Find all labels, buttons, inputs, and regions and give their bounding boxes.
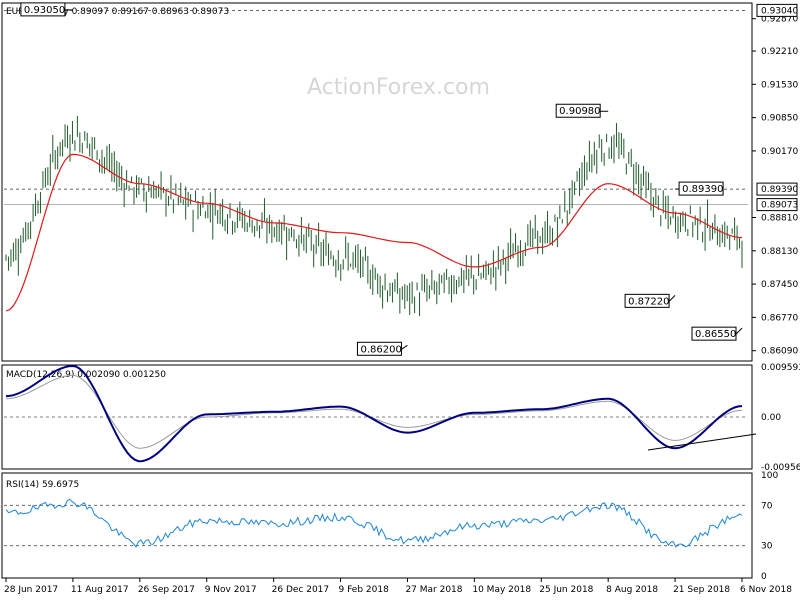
callout-label: 0.86550: [695, 329, 736, 340]
callout-label: 0.90980: [559, 106, 600, 117]
rsi-series: [5, 498, 743, 548]
rsi-axis-tick-label: 100: [761, 471, 778, 481]
watermark: ActionForex.com: [307, 75, 490, 100]
callout-box: [691, 326, 737, 341]
x-axis-tick-label: 11 Aug 2017: [71, 585, 129, 595]
price-label-resistance: 0.89390: [756, 182, 798, 196]
callout-label: 0.89390: [682, 184, 723, 195]
price-label-box: [756, 198, 798, 212]
callout-box: [555, 103, 601, 118]
price-label-text: 0.89073: [761, 201, 798, 211]
price-axis-tick-label: 0.90850: [761, 114, 798, 124]
rsi-line: [5, 498, 743, 548]
moving-average-line: [5, 153, 743, 312]
price-callout: 0.89390: [675, 181, 724, 196]
price-callouts: 0.93050 0.86200 0.90980 0.89390 0.87220 0.865…: [20, 2, 743, 356]
price-axis-tick-label: 0.88130: [761, 247, 798, 257]
price-callout: 0.93050: [20, 2, 73, 17]
callout-leader: [401, 344, 408, 350]
price-label-current: 0.89073: [756, 198, 798, 212]
price-label-text: 0.93040: [761, 6, 798, 16]
x-axis-tick-label: 9 Nov 2017: [205, 585, 257, 595]
rsi-axis-tick-label: 30: [761, 542, 773, 552]
price-axis-tick-label: 0.90170: [761, 147, 798, 157]
macd-axis-tick-label: 0.00: [761, 413, 781, 423]
price-axis-tick-label: 0.87450: [761, 280, 798, 290]
price-label-text: 0.89390: [761, 185, 798, 195]
callout-box: [678, 181, 724, 196]
callout-leader: [668, 294, 676, 302]
x-axis-tick-label: 26 Sep 2017: [138, 585, 195, 595]
price-label-box: [756, 3, 798, 17]
moving-average-series: [5, 153, 743, 312]
callout-label: 0.86200: [360, 344, 401, 355]
price-axis-tick-label: 0.86090: [761, 347, 798, 357]
callout-box: [624, 293, 670, 308]
x-axis-tick-label: 9 Feb 2018: [339, 585, 390, 595]
rsi-panel-title: RSI(14) 59.6975: [6, 480, 79, 490]
callout-box: [20, 2, 66, 17]
callout-leader: [735, 327, 743, 335]
x-axis-tick-label: 27 Mar 2018: [405, 585, 462, 595]
callout-label: 0.87220: [628, 296, 669, 307]
price-label-top: 0.93040: [756, 3, 798, 17]
macd-series: [5, 364, 757, 463]
callout-box: [356, 341, 402, 356]
x-axis-tick-label: 26 Dec 2017: [272, 585, 330, 595]
price-axis-tick-label: 0.92210: [761, 47, 798, 57]
macd-axis-tick-label: 0.009593: [761, 363, 800, 373]
price-axis-tick-label: 0.88810: [761, 213, 798, 223]
macd-line: [5, 364, 743, 463]
rsi-axis-tick-label: 70: [761, 501, 773, 511]
price-callout: 0.86200: [356, 341, 408, 356]
axes: 0.92870 0.92210 0.91530 0.90850 0.90170 0.888…: [4, 3, 800, 595]
price-axis-tick-label: 0.91530: [761, 80, 798, 90]
macd-signal-line: [5, 374, 743, 449]
macd-axis-tick-label: -0.009562: [761, 463, 800, 473]
x-axis-tick-label: 28 Jun 2017: [4, 585, 58, 595]
rsi-axis-tick-label: 0: [761, 572, 767, 582]
x-axis-tick-label: 21 Sep 2018: [673, 585, 730, 595]
price-axis-tick-label: 0.92870: [761, 15, 798, 25]
reference-lines: [4, 9, 748, 547]
macd-trendline: [647, 433, 757, 451]
callout-label: 0.93050: [24, 5, 65, 16]
x-axis-tick-label: 6 Nov 2018: [740, 585, 792, 595]
price-callout: 0.87220: [624, 293, 676, 308]
x-axis-tick-label: 10 May 2018: [472, 585, 531, 595]
price-callout: 0.90980: [555, 103, 609, 118]
price-axis-tick-label: 0.86770: [761, 313, 798, 323]
rsi-panel: [1, 472, 753, 579]
x-axis-tick-label: 8 Aug 2018: [606, 585, 658, 595]
price-panel-title: EURGBP,Daily 0.89097 0.89167 0.88963 0.8…: [6, 7, 229, 17]
x-axis-tick-label: 25 Jun 2018: [539, 585, 593, 595]
price-callout: 0.86550: [691, 326, 743, 341]
price-label-box: [756, 182, 798, 196]
